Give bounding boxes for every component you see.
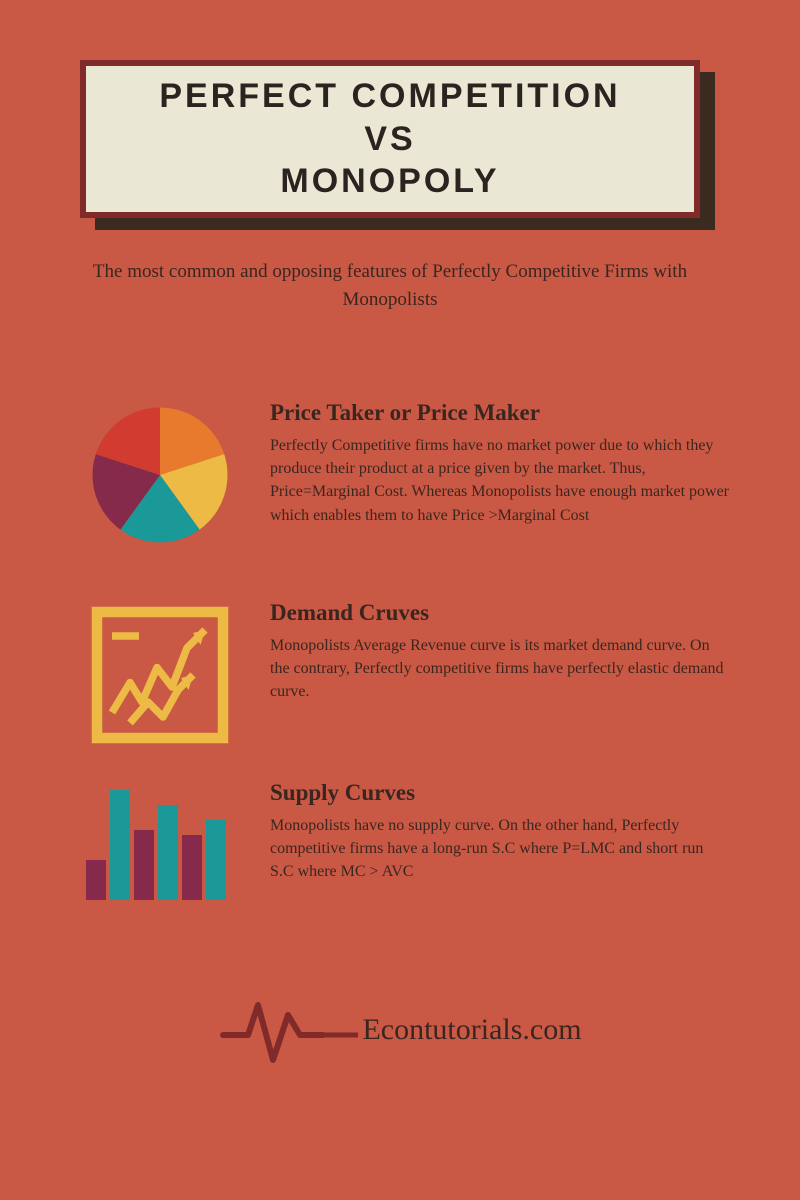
title-line-3: MONOPOLY <box>280 162 499 200</box>
bar-chart-icon <box>70 780 250 910</box>
section-price-taker: Price Taker or Price Maker Perfectly Com… <box>70 400 740 550</box>
section-heading: Supply Curves <box>270 780 730 806</box>
title-line-1: PERFECT COMPETITION <box>159 77 620 115</box>
subtitle: The most common and opposing features of… <box>80 258 700 313</box>
pie-chart-icon <box>70 400 250 550</box>
section-heading: Demand Cruves <box>270 600 730 626</box>
section-demand-curves: Demand Cruves Monopolists Average Revenu… <box>70 600 740 750</box>
main-title: PERFECT COMPETITION VS MONOPOLY <box>159 75 620 203</box>
section-body: Perfectly Competitive firms have no mark… <box>270 434 730 527</box>
section-body: Monopolists Average Revenue curve is its… <box>270 634 730 704</box>
line-chart-icon <box>70 600 250 750</box>
footer-text: Econtutorials.com <box>362 1013 581 1047</box>
footer: Econtutorials.com <box>0 990 800 1070</box>
title-box: PERFECT COMPETITION VS MONOPOLY <box>80 60 700 218</box>
heartbeat-logo-icon <box>218 990 358 1070</box>
section-body: Monopolists have no supply curve. On the… <box>270 814 730 884</box>
title-line-2: VS <box>364 120 415 158</box>
section-heading: Price Taker or Price Maker <box>270 400 730 426</box>
section-supply-curves: Supply Curves Monopolists have no supply… <box>70 780 740 910</box>
